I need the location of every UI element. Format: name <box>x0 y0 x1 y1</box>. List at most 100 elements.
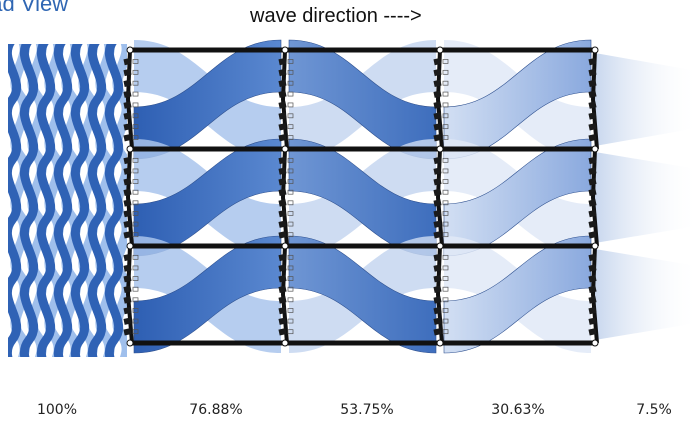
hinge-outline <box>287 168 294 174</box>
hinge-outline <box>287 102 294 108</box>
hinge-outline <box>132 91 139 97</box>
hinge-tooth <box>123 275 132 283</box>
source-wave-dark <box>19 44 39 357</box>
hinge-tooth <box>588 199 597 207</box>
hinge-outline <box>132 211 139 216</box>
hinge-outline <box>442 113 449 119</box>
hinge-tooth <box>123 79 132 87</box>
hinge-outline <box>132 276 139 281</box>
hinge-tooth <box>588 328 597 336</box>
hinge-outline <box>287 318 294 324</box>
source-wave-dark <box>70 44 90 357</box>
vertical-post <box>435 49 444 150</box>
vertical-post <box>125 49 134 150</box>
hinge-tooth <box>433 275 442 283</box>
frame-joint <box>281 145 289 153</box>
hinge-tooth <box>278 123 287 131</box>
fading-beam <box>595 152 700 243</box>
hinge-tooth <box>278 90 287 98</box>
hinge-outline <box>442 211 449 216</box>
hinge-outline <box>287 179 294 184</box>
hinge-outline <box>442 265 449 271</box>
hinge-outline <box>287 189 294 195</box>
hinge-tooth <box>278 253 287 262</box>
hinge-tooth <box>433 156 442 165</box>
hinge-outline <box>287 329 294 335</box>
source-wave-dark <box>36 44 56 357</box>
hinge-outline <box>132 102 139 108</box>
vertical-post <box>590 148 599 247</box>
frame-joint <box>126 339 134 347</box>
stage-label-7-5: 7.5% <box>636 402 672 418</box>
hinge-tooth <box>433 101 442 109</box>
source-wave-light <box>61 44 81 357</box>
source-wave-dark <box>87 44 107 357</box>
hinge-tooth <box>123 264 132 272</box>
hinge-tooth <box>278 79 287 87</box>
hinge-tooth <box>278 306 287 315</box>
frame-joint <box>126 145 134 153</box>
hinge-outline <box>132 80 139 86</box>
hinge-tooth <box>278 264 287 272</box>
hinge-outline <box>132 135 139 140</box>
hinge-outline <box>287 232 294 238</box>
hinge-tooth <box>588 220 597 228</box>
hinge-outline <box>132 232 139 238</box>
hinge-tooth <box>123 285 132 293</box>
hinge-tooth <box>278 328 287 336</box>
hinge-outline <box>287 211 294 216</box>
cell-wave <box>443 235 592 354</box>
hinge-tooth <box>588 296 597 304</box>
hinge-tooth <box>433 317 442 325</box>
hinge-tooth <box>588 123 597 131</box>
hinge-outline <box>132 200 139 206</box>
hinge-outline <box>442 308 449 313</box>
vertical-post <box>125 245 134 344</box>
hinge-outline <box>287 286 294 292</box>
hinge-outline <box>442 135 449 140</box>
hinge-outline <box>287 80 294 86</box>
hinge-tooth <box>433 57 442 66</box>
hinge-outline <box>287 59 294 64</box>
hinge-outline <box>132 168 139 174</box>
hinge-outline <box>132 297 139 303</box>
stage-label-53-75: 53.75% <box>340 402 394 418</box>
hinge-tooth <box>278 101 287 109</box>
source-wave-light <box>10 44 30 357</box>
vertical-post <box>280 245 289 344</box>
hinge-outline <box>132 124 139 130</box>
hinge-tooth <box>123 328 132 336</box>
cell-wave <box>133 235 282 354</box>
vertical-post <box>590 245 599 344</box>
hinge-tooth <box>278 231 287 239</box>
hinge-tooth <box>588 317 597 325</box>
frame-joint <box>281 242 289 250</box>
hinge-tooth <box>433 178 442 186</box>
hinge-outline <box>287 308 294 313</box>
hinge-tooth <box>433 90 442 98</box>
hinge-tooth <box>433 253 442 262</box>
hinge-tooth <box>588 285 597 293</box>
hinge-tooth <box>123 220 132 228</box>
hinge-outline <box>132 308 139 313</box>
hinge-outline <box>442 286 449 292</box>
hinge-tooth <box>588 209 597 218</box>
hinge-tooth <box>588 112 597 120</box>
hinge-outline <box>442 297 449 303</box>
source-wave-dark <box>53 44 73 357</box>
hinge-tooth <box>588 188 597 196</box>
hinge-tooth <box>433 296 442 304</box>
frame-joint <box>281 339 289 347</box>
hinge-tooth <box>123 156 132 165</box>
hinge-tooth <box>123 68 132 77</box>
hinge-tooth <box>123 253 132 262</box>
stage-label-100: 100% <box>36 402 78 418</box>
hinge-outline <box>287 135 294 140</box>
hinge-tooth <box>278 275 287 283</box>
hinge-outline <box>442 124 449 130</box>
stage-label-30-63: 30.63% <box>491 402 545 418</box>
cell-wave <box>133 39 282 160</box>
hinge-outline <box>442 59 449 64</box>
cell-wave-transmitted <box>288 235 437 354</box>
